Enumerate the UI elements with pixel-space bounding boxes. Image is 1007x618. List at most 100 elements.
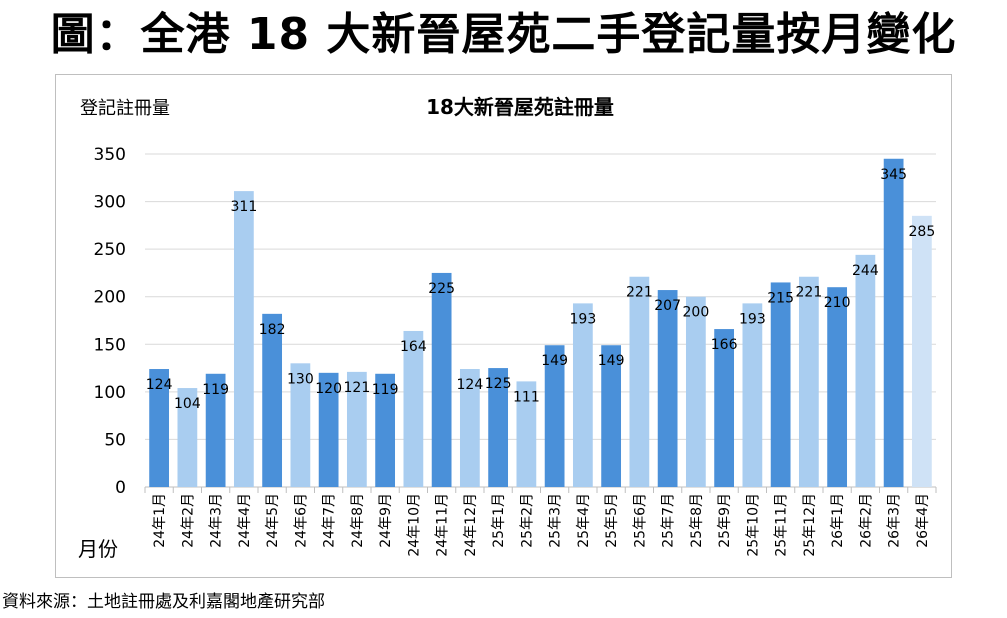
chart-frame [55,74,952,578]
bar [205,373,226,487]
bar [375,373,396,487]
x-tick-label: 24年1月 [152,493,168,548]
x-tick-labels: 24年1月 24年2月 24年3月 24年4月 24年5月 24年6月 24年7月 24年8月… [144,487,937,557]
bar [318,372,339,487]
bar [911,215,932,488]
bar [855,254,876,487]
y-axis-label: 登記註冊量 [80,98,170,119]
x-tick-label: 24年7月 [322,493,338,548]
data-label: 119 [372,382,399,398]
bar [798,276,819,487]
x-axis-label: 月份 [78,537,118,561]
data-label: 210 [824,295,851,311]
bar [544,345,565,487]
x-tick-label: 25年5月 [604,493,620,548]
bar [233,191,254,487]
x-tick-label: 25年11月 [774,493,790,557]
data-label: 311 [231,199,258,215]
bar [403,330,424,487]
data-label: 166 [711,337,738,353]
y-tick-label: 250 [94,240,126,260]
data-label: 120 [315,381,342,397]
x-tick-label: 25年2月 [519,493,535,548]
data-label: 130 [287,371,314,387]
data-label: 193 [739,311,766,327]
y-tick-label: 350 [94,145,126,165]
data-label: 121 [344,380,371,396]
x-tick-label: 24年6月 [293,493,309,548]
x-tick-label: 24年9月 [378,493,394,548]
x-tick-label: 25年1月 [491,493,507,548]
data-label: 200 [683,305,710,321]
x-tick-label: 26年1月 [830,493,846,548]
data-label: 149 [541,353,568,369]
bar [488,368,509,487]
data-label: 285 [909,224,936,240]
x-tick-label: 25年4月 [576,493,592,548]
y-tick-label: 100 [94,383,126,403]
x-tick-label: 24年8月 [350,493,366,548]
x-tick-label: 24年5月 [265,493,281,548]
y-tick-label: 150 [94,335,126,355]
bar [459,369,480,487]
bar [657,290,678,487]
x-tick-label: 24年4月 [237,493,253,548]
data-label: 345 [880,167,907,183]
y-tick-label: 50 [104,430,126,450]
bar [431,272,452,487]
chart-title: 18大新晉屋苑註冊量 [426,95,614,119]
x-tick-label: 25年8月 [689,493,705,548]
x-tick-label: 24年3月 [209,493,225,548]
data-label: 207 [654,298,681,314]
y-tick-labels: 0 50 100 150 200 250 300 350 [94,145,126,498]
bar [346,371,367,487]
x-tick-label: 24年2月 [180,493,196,548]
bar [149,369,170,487]
x-tick-label: 24年11月 [435,493,451,557]
bar [290,363,311,487]
data-label: 244 [852,263,879,279]
data-label: 124 [457,377,484,393]
y-tick-label: 300 [94,193,126,213]
x-tick-label: 25年12月 [802,493,818,557]
x-tick-label: 25年9月 [717,493,733,548]
data-label: 221 [626,285,653,301]
bar [516,381,537,487]
data-label: 111 [513,389,540,405]
bar [262,313,283,487]
bar [629,276,650,487]
bar [827,287,848,487]
y-tick-label: 0 [115,478,126,498]
x-tick-label: 24年12月 [463,493,479,557]
x-tick-label: 24年10月 [406,493,422,557]
data-label: 193 [570,311,597,327]
data-label: 225 [428,281,455,297]
x-tick-label: 25年6月 [632,493,648,548]
data-label: 221 [796,285,823,301]
data-label: 182 [259,322,286,338]
data-label: 119 [202,382,229,398]
bar [714,329,735,487]
bar [883,158,904,487]
x-tick-label: 26年2月 [858,493,874,548]
bar [572,303,593,487]
bar [601,345,622,487]
data-label: 104 [174,396,201,412]
x-tick-label: 25年10月 [745,493,761,557]
data-label: 149 [598,353,625,369]
bar [770,282,791,487]
x-tick-label: 26年3月 [887,493,903,548]
bar [742,303,763,487]
x-tick-label: 26年4月 [915,493,931,548]
x-tick-label: 25年7月 [661,493,677,548]
data-label: 215 [767,290,794,306]
page-title: 圖：全港 18 大新晉屋苑二手登記量按月變化 [50,9,957,60]
bar [685,296,706,487]
source-note: 資料來源：土地註冊處及利嘉閣地產研究部 [2,592,325,612]
data-label: 164 [400,339,427,355]
data-label: 124 [146,377,173,393]
y-tick-label: 200 [94,288,126,308]
data-label: 125 [485,376,512,392]
